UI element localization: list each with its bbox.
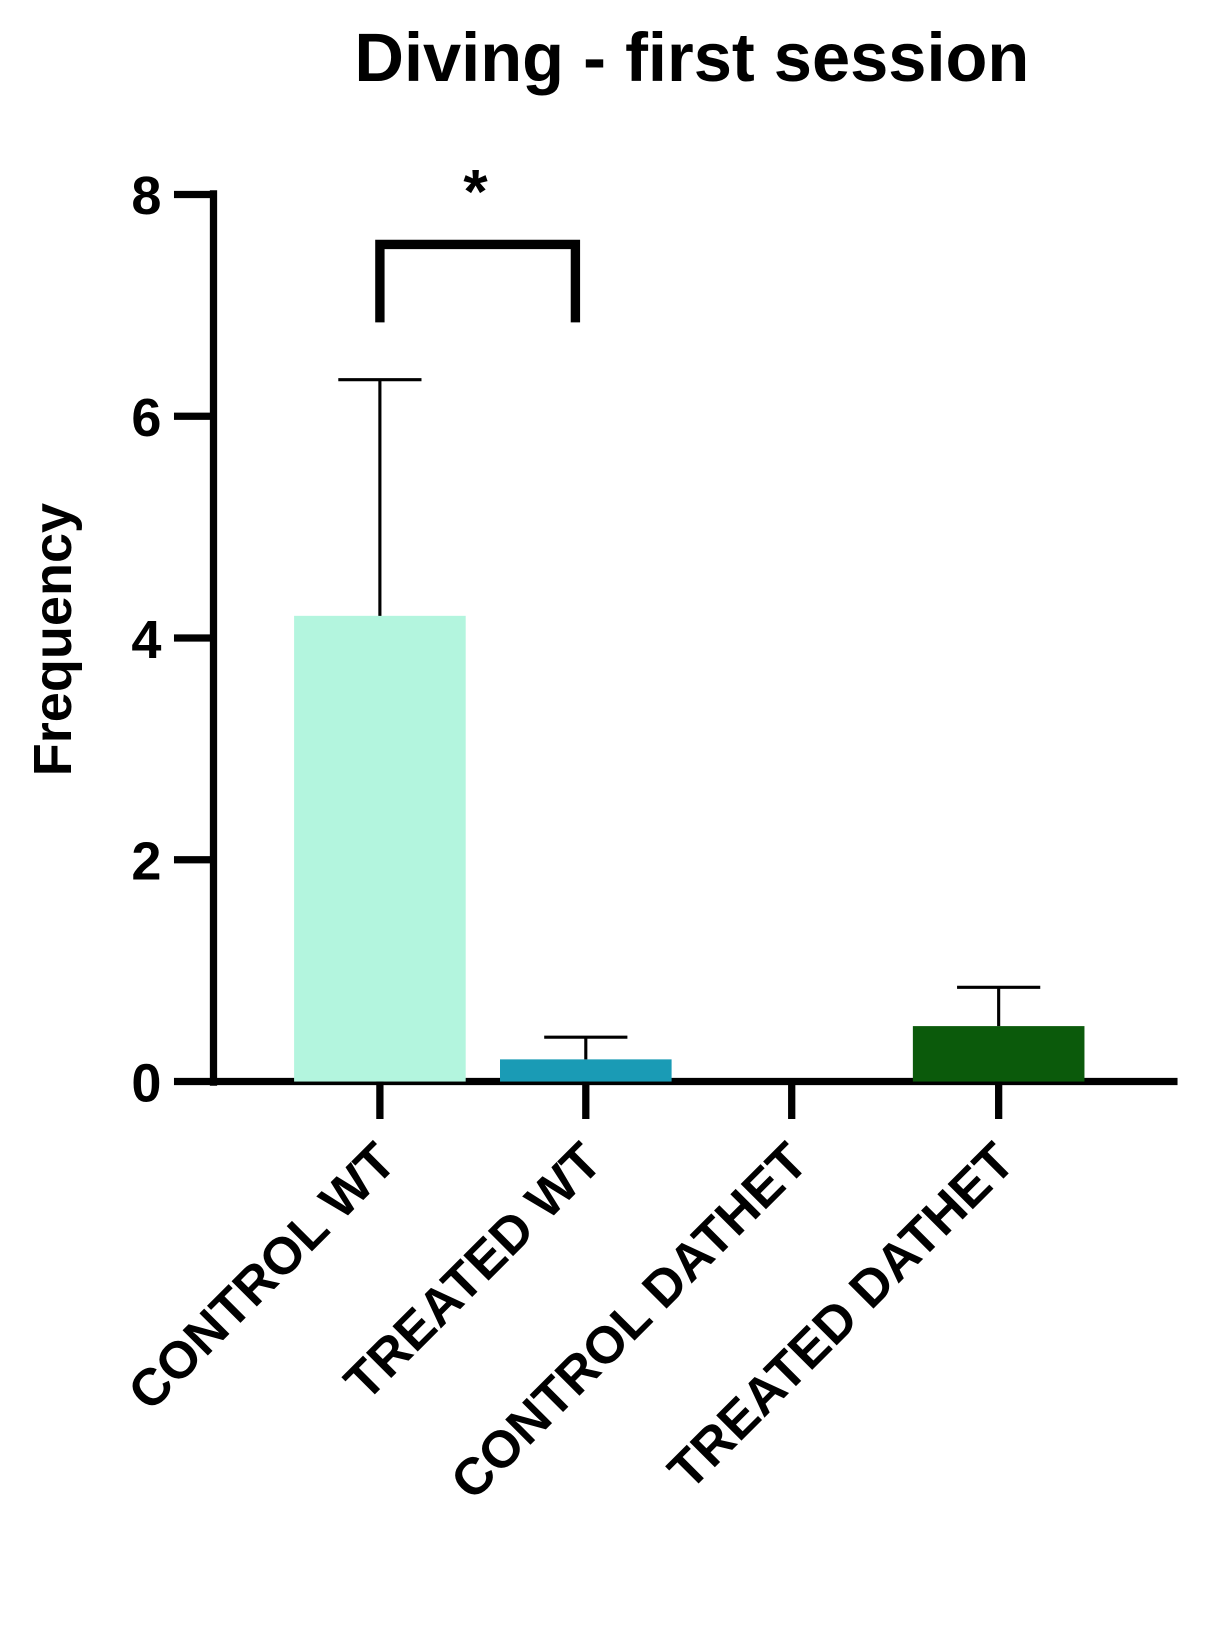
chart-title: Diving - first session	[354, 19, 1029, 96]
bar	[500, 1059, 672, 1082]
y-tick-label: 6	[131, 388, 161, 448]
bar	[912, 1026, 1085, 1082]
x-tick-label: TREATED DATHET	[657, 1132, 1026, 1501]
y-tick-label: 0	[131, 1053, 161, 1113]
significance-bracket	[375, 239, 581, 323]
x-tick-label: CONTROL DATHET	[440, 1132, 819, 1511]
y-tick-label: 8	[131, 166, 161, 226]
y-axis-label: Frequency	[23, 503, 83, 776]
y-tick-label: 2	[131, 832, 161, 892]
significance-label: *	[463, 158, 488, 227]
y-tick-label: 4	[131, 610, 161, 670]
bar	[294, 615, 466, 1082]
